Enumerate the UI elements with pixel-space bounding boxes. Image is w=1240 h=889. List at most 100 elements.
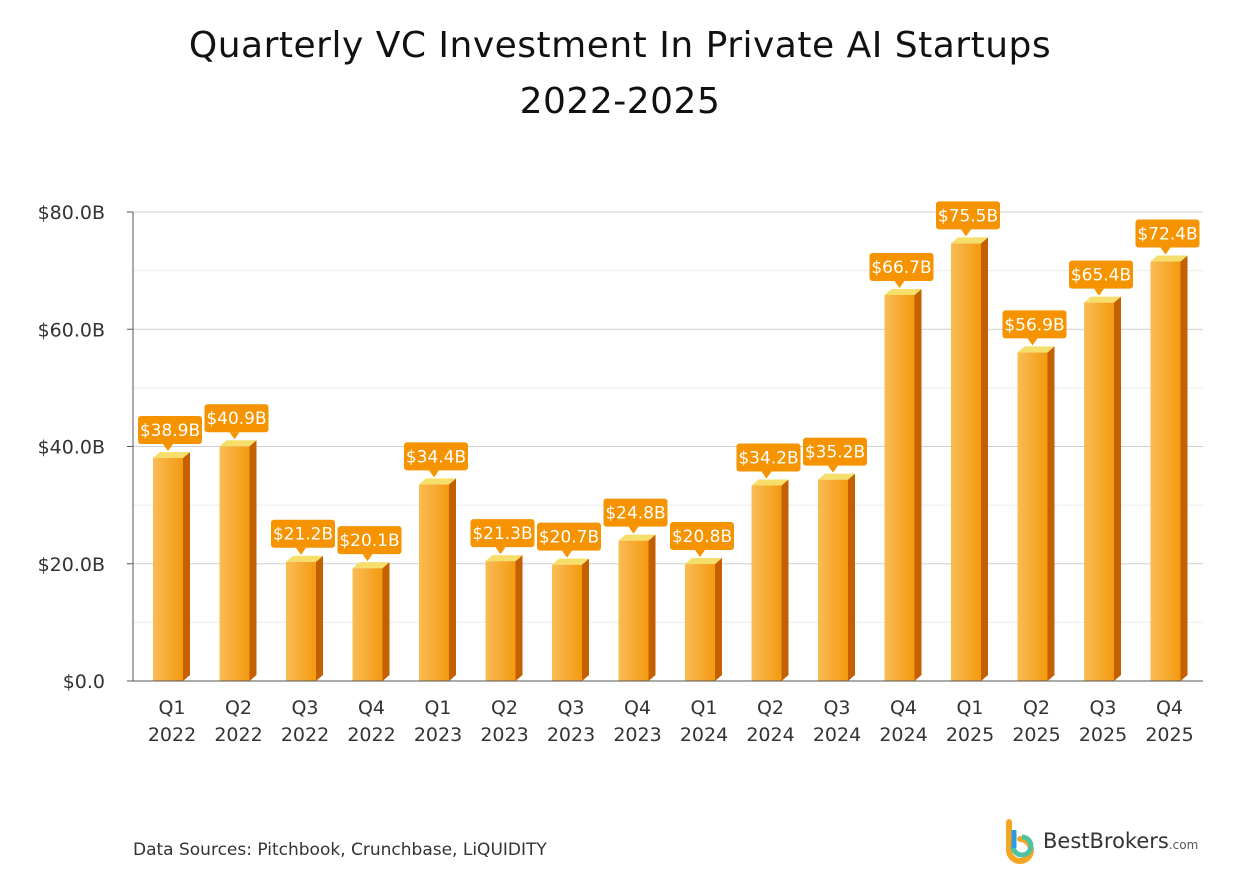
bar-front	[219, 446, 250, 681]
bar-side	[382, 562, 390, 681]
x-tick-label: 2022	[347, 724, 395, 746]
x-tick-label: 2023	[547, 724, 595, 746]
data-label: $34.2B	[738, 449, 798, 469]
x-tick-label: Q3	[823, 697, 850, 719]
data-label-box	[936, 201, 1000, 230]
data-label-pointer	[495, 547, 506, 555]
bar-top	[818, 473, 855, 480]
x-tick-label: 2023	[613, 724, 661, 746]
data-label: $20.8B	[672, 527, 732, 547]
bar-side	[582, 558, 589, 681]
x-tick-label: 2025	[1079, 724, 1127, 746]
bar-side	[183, 451, 190, 681]
x-tick-label: Q3	[291, 697, 318, 719]
data-label-box	[138, 415, 202, 444]
bar-top	[884, 288, 922, 295]
x-tick-label: Q1	[690, 697, 717, 719]
x-tick-label: 2025	[1145, 724, 1193, 746]
data-label: $40.9B	[206, 409, 266, 429]
bar-front	[751, 485, 782, 681]
data-label: $34.4B	[406, 447, 466, 467]
bar-front	[153, 457, 183, 681]
bar-front	[352, 568, 383, 681]
data-label-pointer	[163, 443, 173, 451]
bar-front	[419, 484, 449, 681]
x-tick-label: Q4	[358, 697, 385, 719]
x-tick-label: 2023	[480, 724, 528, 746]
data-label: $20.7B	[539, 528, 599, 548]
bar-top	[419, 478, 456, 485]
data-label-pointer	[229, 432, 240, 440]
data-label-box	[1069, 260, 1133, 289]
data-label: $65.4B	[1071, 266, 1131, 286]
data-label-pointer	[562, 550, 572, 558]
data-label: $20.1B	[339, 531, 399, 551]
data-label-box	[869, 252, 934, 281]
logo-domain: .com	[1168, 838, 1199, 852]
data-label-pointer	[894, 280, 905, 288]
bar-side	[249, 440, 257, 681]
data-label-pointer	[695, 550, 705, 558]
bar-top	[618, 534, 656, 541]
y-tick-label: $60.0B	[38, 319, 105, 341]
logo-icon	[1006, 819, 1034, 864]
bar-top	[751, 479, 789, 486]
x-tick-label: 2022	[281, 724, 329, 746]
data-source: Data Sources: Pitchbook, Crunchbase, LiQ…	[133, 840, 547, 860]
bar-front	[552, 564, 582, 681]
data-label-box	[603, 498, 668, 527]
data-label-pointer	[961, 229, 971, 237]
data-label-pointer	[1094, 288, 1104, 296]
data-label-pointer	[828, 465, 838, 473]
bar-top	[552, 558, 589, 565]
x-tick-label: Q2	[225, 697, 252, 719]
bar-top	[951, 237, 988, 244]
x-tick-label: Q1	[956, 697, 983, 719]
data-label: $21.3B	[472, 524, 532, 544]
x-tick-label: 2022	[214, 724, 262, 746]
bar-top	[685, 558, 722, 565]
chart-title: Quarterly VC Investment In Private AI St…	[0, 18, 1240, 130]
data-label-box	[204, 404, 269, 433]
bar-side	[648, 534, 656, 681]
x-tick-label: Q3	[557, 697, 584, 719]
x-tick-label: 2023	[414, 724, 462, 746]
x-tick-label: Q3	[1089, 697, 1116, 719]
bar-front	[884, 294, 915, 681]
bar-front	[618, 540, 649, 681]
data-label-pointer	[362, 554, 373, 562]
data-label: $66.7B	[871, 258, 931, 278]
bar-side	[1180, 255, 1188, 681]
x-tick-label: 2024	[680, 724, 728, 746]
bar-side	[848, 473, 855, 681]
y-tick-label: $20.0B	[38, 554, 105, 576]
x-tick-label: Q1	[424, 697, 451, 719]
x-tick-label: 2024	[813, 724, 861, 746]
bar-side	[449, 478, 456, 681]
data-label: $21.2B	[273, 525, 333, 545]
bar-front	[685, 564, 715, 681]
x-tick-label: Q2	[1023, 697, 1050, 719]
data-label-pointer	[429, 470, 439, 478]
bar-front	[1017, 352, 1048, 681]
data-label-box	[1002, 310, 1067, 339]
title-line-1: Quarterly VC Investment In Private AI St…	[188, 25, 1052, 66]
bar-front	[1084, 302, 1114, 681]
x-tick-label: Q4	[1156, 697, 1183, 719]
x-tick-label: 2022	[148, 724, 196, 746]
x-tick-label: Q2	[757, 697, 784, 719]
data-label: $38.9B	[140, 421, 200, 441]
data-label: $72.4B	[1137, 225, 1197, 245]
bar-top	[1150, 255, 1188, 262]
bar-front	[818, 479, 848, 681]
bar-front	[485, 561, 516, 681]
data-label-pointer	[1027, 338, 1038, 346]
data-label: $35.2B	[805, 443, 865, 463]
bar-front	[951, 243, 981, 681]
data-label-box	[670, 522, 734, 551]
y-tick-label: $80.0B	[38, 202, 105, 224]
logo-name: BestBrokers	[1043, 829, 1169, 853]
bar-side	[1047, 346, 1055, 681]
bestbrokers-logo[interactable]: BestBrokers .com	[1003, 818, 1198, 864]
